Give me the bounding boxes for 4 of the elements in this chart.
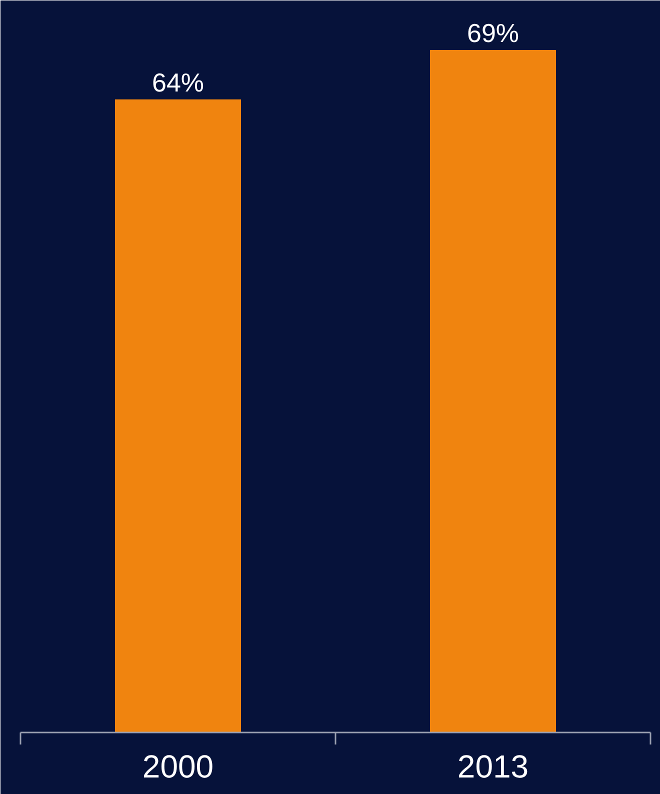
data-label: 69% bbox=[466, 18, 520, 48]
data-label: 64% bbox=[152, 67, 204, 98]
x-tick-label: 2013 bbox=[457, 748, 529, 784]
x-tick-label: 2000 bbox=[142, 748, 214, 784]
